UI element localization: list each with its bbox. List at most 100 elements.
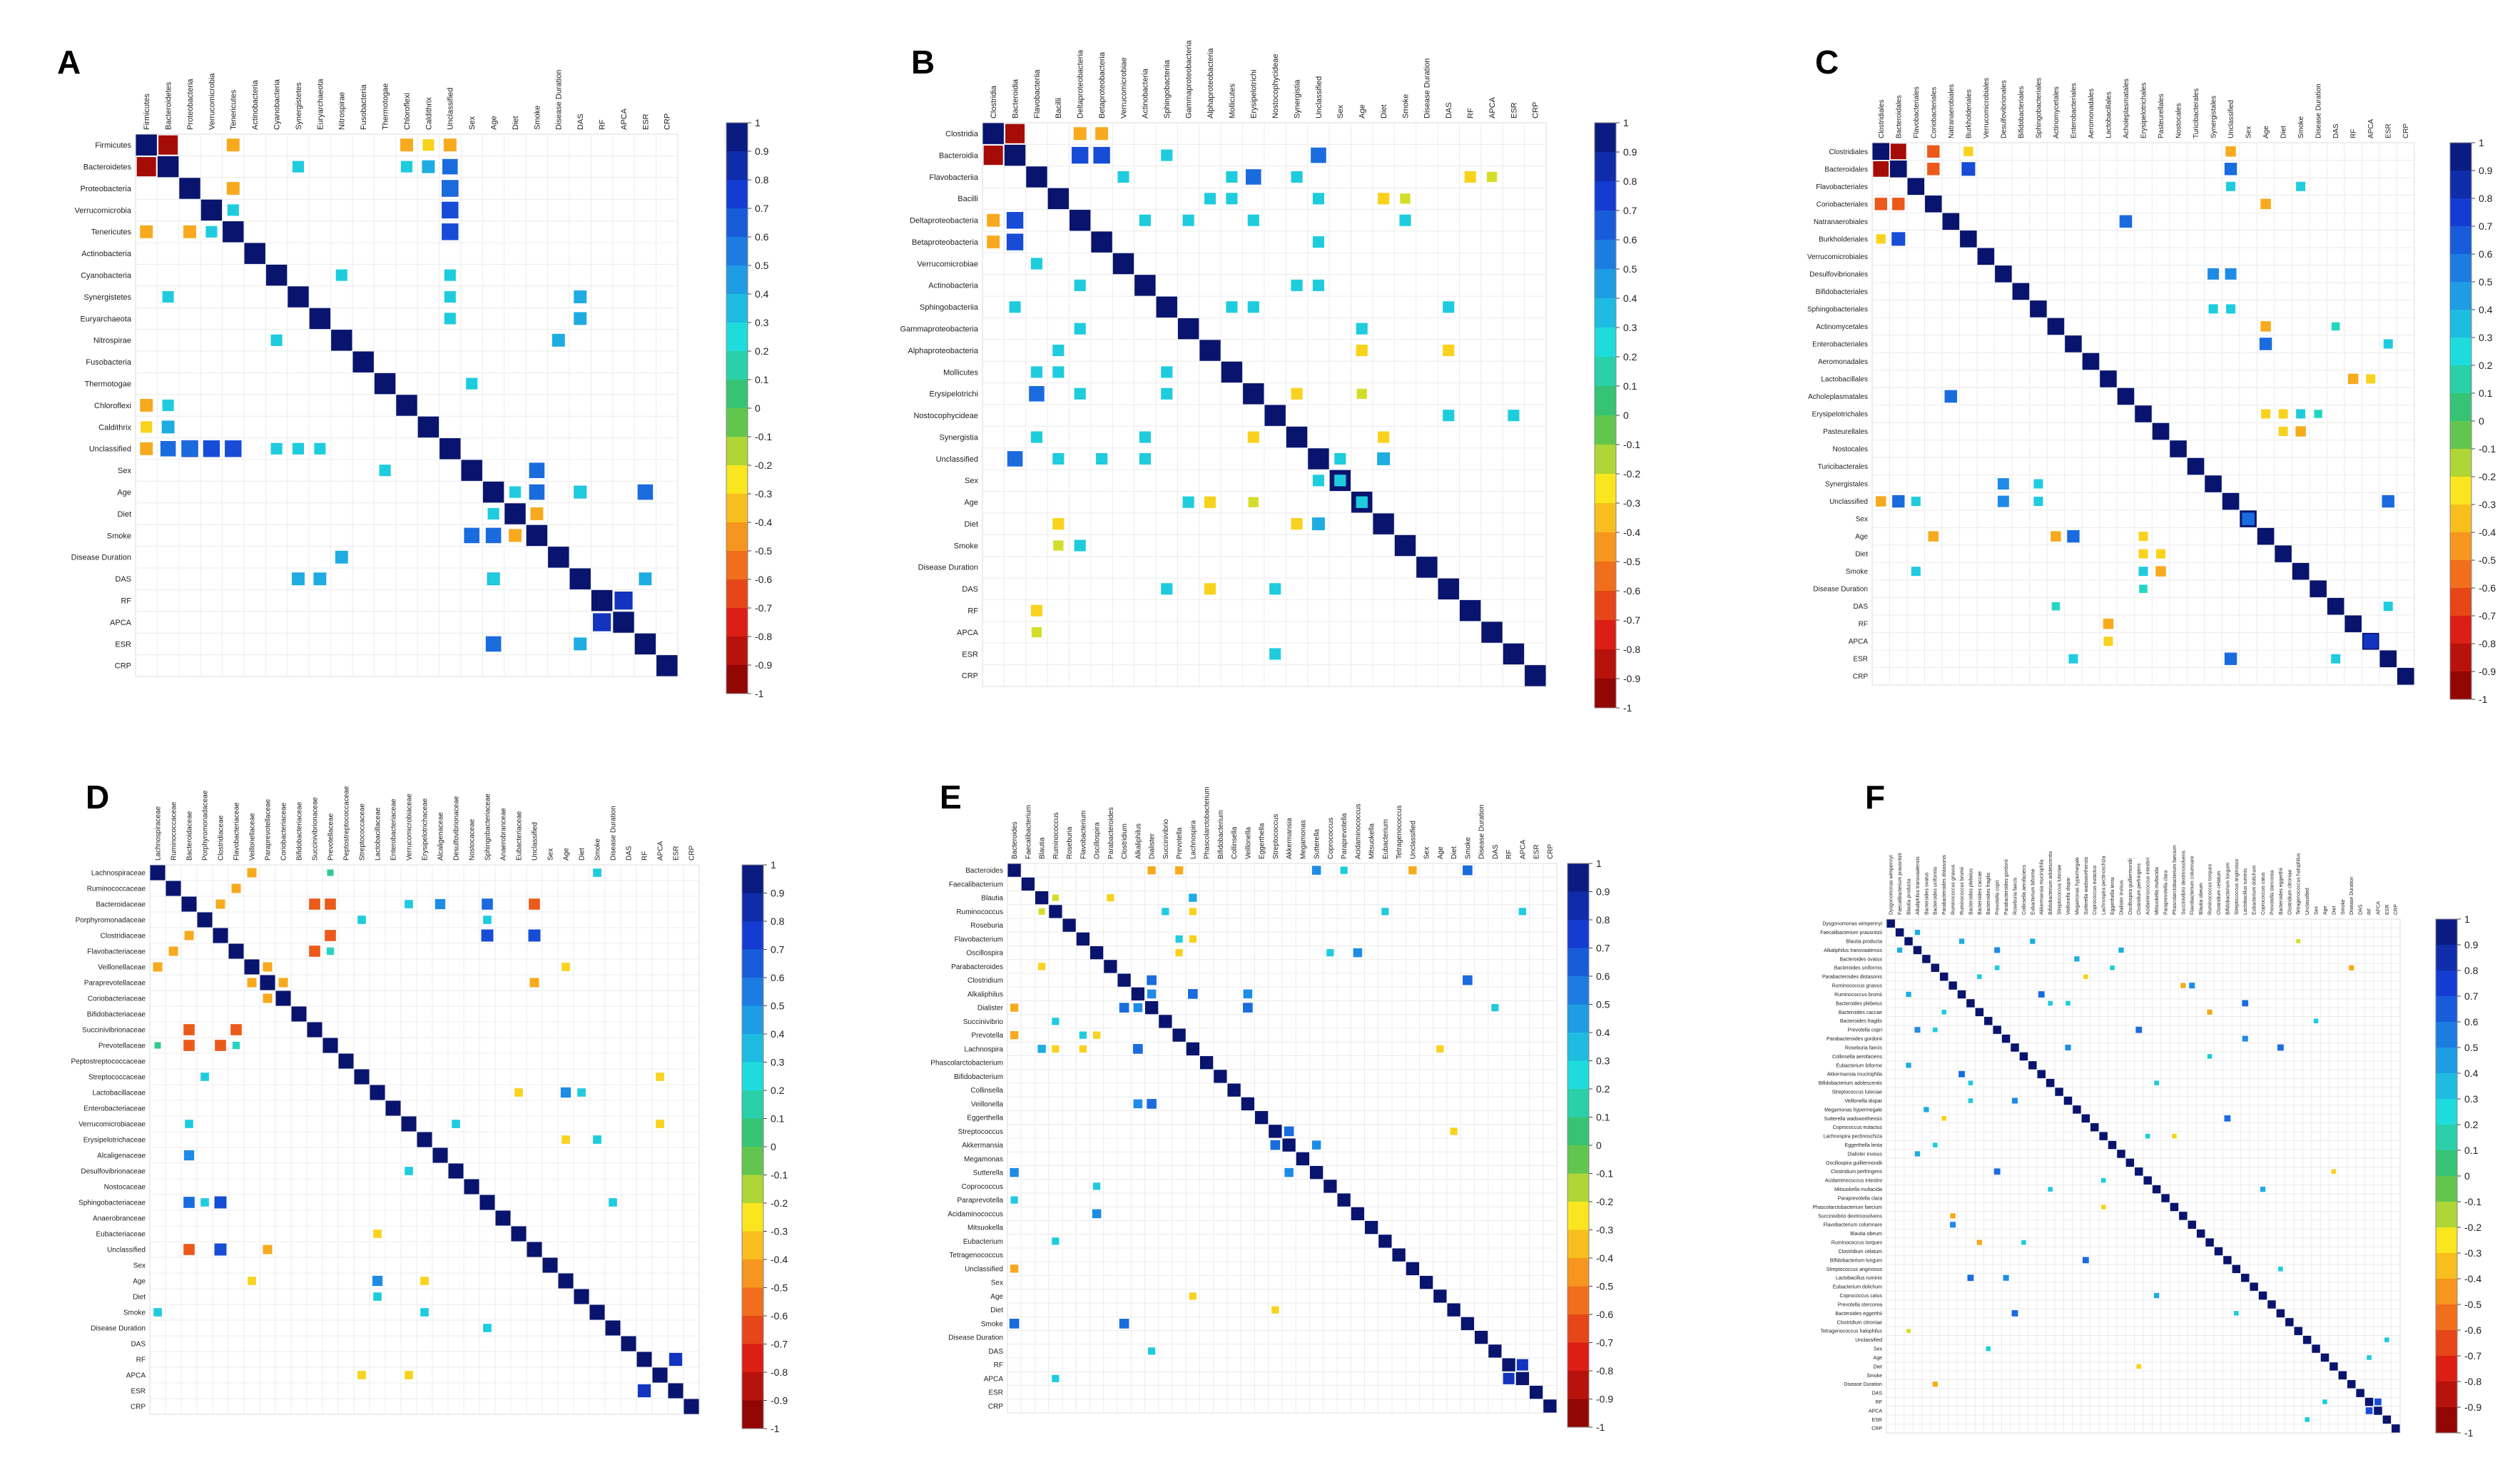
correlation-cell [483,916,492,924]
colorbar-tick-label: -0.3 [2479,499,2496,510]
correlation-cell [2138,567,2148,577]
colorbar-segment [1595,357,1616,387]
column-label: Succinivibrio dextrinosolvens [2181,851,2186,915]
colorbar-tick-label: -0.8 [755,631,772,642]
diagonal-cell [569,568,591,589]
row-label: Bacteroides caccae [1839,1010,1882,1015]
correlation-cell [422,160,435,173]
column-label: Sphingobacteriaceae [484,794,492,861]
correlation-cell [983,146,1003,166]
column-label: Euryarchaeota [316,78,325,130]
colorbar-segment [742,978,763,1006]
colorbar-tick-label: 0.8 [2479,193,2493,204]
column-label: Prevotellaceae [327,813,335,861]
colorbar-tick-label: 0.9 [1596,886,1610,898]
colorbar-tick-label: 1 [771,859,776,871]
correlation-cell [2068,654,2078,664]
colorbar-tick-label: 0.8 [2464,965,2479,976]
column-label: Caldithrix [425,97,433,130]
correlation-cell [1148,1347,1156,1355]
diagonal-cell [1949,981,1957,990]
correlation-cell [2145,1133,2150,1139]
correlation-cell [592,613,611,632]
diagonal-cell [1931,963,1939,972]
diagonal-cell [2302,1335,2312,1344]
correlation-cell [443,138,457,152]
correlation-cell [552,333,565,347]
diagonal-cell [1543,1399,1557,1413]
correlation-cell [609,1198,617,1207]
colorbar-segment [2436,1304,2457,1331]
row-label: RF [121,597,131,605]
correlation-cell [1189,908,1197,916]
correlation-cell [1030,431,1043,443]
row-label: Verrucomicrobiaceae [78,1121,146,1129]
colorbar-segment [1568,948,1589,977]
row-label: Akkermansia [962,1142,1003,1150]
correlation-cell [200,1198,209,1207]
correlation-cell [141,421,153,433]
column-label: Ruminococcus torques [2208,863,2213,915]
diagonal-cell [417,416,440,438]
diagonal-cell [2028,1061,2037,1070]
colorbar-tick-label: -0.6 [2479,582,2496,594]
row-label: Age [1874,1356,1883,1361]
colorbar-tick-label: 0.6 [771,972,785,983]
correlation-cell [214,1243,227,1256]
correlation-cell [482,898,493,910]
diagonal-cell [1392,1248,1406,1262]
correlation-cell [1139,214,1151,226]
colorbar-segment [1568,1033,1589,1061]
diagonal-cell [213,928,228,943]
correlation-cell [2189,983,2195,989]
column-label: Age [1358,104,1367,118]
colorbar-segment [1568,1089,1589,1117]
row-label: Oscillospira [966,950,1003,958]
row-label: Sex [118,467,131,475]
colorbar-tick-label: -0.6 [1596,1309,1613,1320]
row-label: Smoke [1866,1374,1882,1379]
diagonal-cell [2081,1114,2090,1123]
row-label: Sex [1874,1347,1883,1352]
colorbar-segment [2450,143,2471,171]
colorbar-tick-label: 0.3 [755,317,769,328]
column-label: Eubacterium [1382,819,1390,859]
row-label: Bacteroides ovatus [1839,957,1882,962]
diagonal-cell [511,1226,527,1242]
row-label: Turicibacterales [1818,463,1868,471]
diagonal-cell [1145,1001,1159,1015]
colorbar-tick-label: 0.3 [2464,1093,2479,1105]
row-label: Lactobacillales [1821,375,1868,383]
correlation-cell [487,507,499,520]
column-label: Disease Duration [1478,804,1486,859]
colorbar-segment [2450,365,2471,394]
column-label: Sphingobacteriales [2035,78,2043,138]
diagonal-cell [2152,1185,2161,1194]
correlation-cell [1353,948,1363,958]
colorbar-segment [2436,1150,2457,1177]
column-label: Flavobacterium columnare [2190,856,2195,915]
row-label: CRP [988,1403,1003,1411]
colorbar-tick-label: 0.9 [755,146,769,157]
row-label: Streptococcus luteciae [1832,1090,1883,1095]
row-label: Clostridiales [1829,148,1868,156]
diagonal-cell [652,1367,668,1383]
row-label: Dysgonomonas wimpennyi [1822,922,1882,927]
colorbar-segment [2436,945,2457,971]
correlation-cell [637,1384,651,1398]
column-label: Bifidobacterium [1217,810,1225,859]
row-label: RF [967,607,978,616]
colorbar-tick-label: -0.5 [2464,1299,2481,1310]
correlation-cell [2208,304,2218,314]
correlation-cell [1133,1044,1143,1054]
correlation-cell [2154,1080,2159,1085]
row-label: Acidaminococcus intestini [1825,1179,1883,1184]
column-label: APCA [2367,118,2375,138]
diagonal-cell [2170,440,2187,457]
diagonal-cell [1047,188,1070,210]
correlation-cell [2038,991,2045,998]
column-label: APCA [1488,96,1497,118]
colorbar-segment [2436,1330,2457,1357]
column-label: Unclassified [1409,821,1417,859]
diagonal-cell [1007,863,1021,877]
